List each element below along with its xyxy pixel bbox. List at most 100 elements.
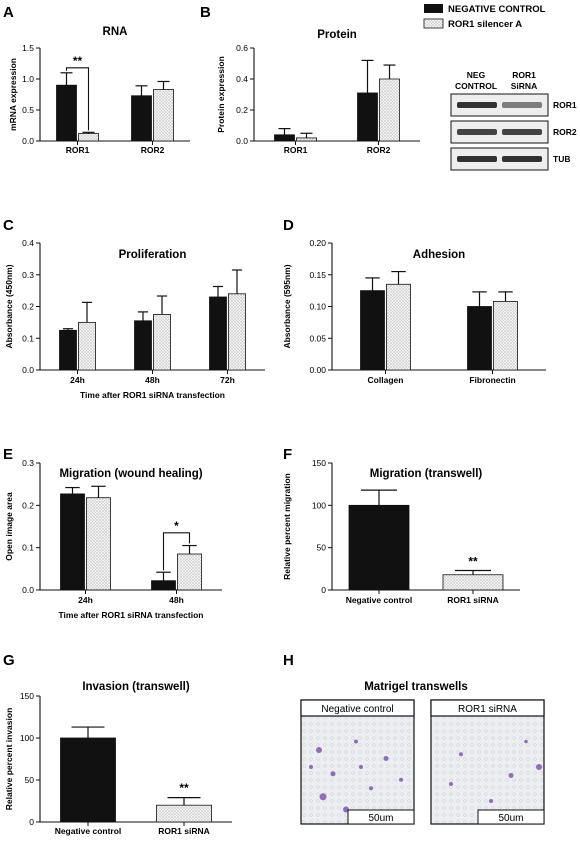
panel-letter-b: B bbox=[200, 4, 211, 21]
stained-cell bbox=[316, 747, 322, 753]
stained-cell bbox=[319, 793, 327, 801]
blot-band bbox=[457, 102, 497, 108]
blot-frame bbox=[450, 147, 549, 171]
bar bbox=[78, 321, 96, 371]
x-tick-label: ROR1 bbox=[66, 145, 90, 155]
y-tick-label: 0.0 bbox=[22, 365, 34, 375]
scalebar-label: 50um bbox=[368, 813, 393, 824]
bar bbox=[296, 137, 317, 142]
x-axis-label: Time after ROR1 siRNA transfection bbox=[80, 390, 225, 400]
stained-cell bbox=[399, 777, 403, 782]
bar bbox=[60, 493, 85, 591]
x-tick-label: 24h bbox=[70, 375, 85, 385]
chart-title: Migration (transwell) bbox=[370, 468, 483, 480]
bar bbox=[228, 293, 246, 371]
significance-mark: ** bbox=[179, 781, 189, 795]
chart-title: Proliferation bbox=[119, 249, 187, 261]
y-tick-label: 100 bbox=[312, 500, 326, 510]
chart-f: Migration (transwell) 0 50 100 150 Relative p… bbox=[282, 458, 520, 605]
bar bbox=[379, 78, 400, 142]
y-tick-label: 0.0 bbox=[236, 136, 248, 146]
bar bbox=[59, 329, 77, 371]
y-tick-label: 0.15 bbox=[309, 270, 326, 280]
bar bbox=[467, 306, 492, 371]
significance-mark: * bbox=[174, 519, 179, 533]
legend-swatch-negative bbox=[424, 4, 443, 13]
bar bbox=[386, 283, 411, 371]
blot-col-label-2a: ROR1 bbox=[512, 70, 536, 80]
x-tick-label: 24h bbox=[78, 595, 93, 605]
bar bbox=[177, 553, 202, 591]
micrograph-frame bbox=[300, 699, 415, 825]
panel-letter-a: A bbox=[3, 4, 14, 21]
panel-letter-d: D bbox=[283, 217, 294, 234]
bar bbox=[156, 804, 212, 823]
stained-cell bbox=[536, 764, 542, 770]
y-tick-label: 150 bbox=[312, 458, 326, 468]
y-tick-label: 0.6 bbox=[236, 43, 248, 53]
y-tick-label: 0.1 bbox=[22, 543, 34, 553]
bar bbox=[86, 497, 111, 591]
bar bbox=[131, 95, 152, 142]
bar bbox=[493, 301, 518, 371]
stained-cell bbox=[383, 756, 389, 761]
panel-letter-e: E bbox=[3, 446, 13, 463]
y-axis-label: mRNA expression bbox=[8, 58, 18, 131]
chart-title: Protein bbox=[317, 29, 357, 41]
y-tick-label: 0.3 bbox=[22, 270, 34, 280]
x-tick-label: 48h bbox=[169, 595, 184, 605]
significance-mark: ** bbox=[73, 54, 83, 68]
legend-label-silencer: ROR1 silencer A bbox=[448, 19, 522, 30]
blot-row-tub: TUB bbox=[450, 147, 570, 171]
x-tick-label: Fibronectin bbox=[469, 375, 515, 385]
chart-title: RNA bbox=[103, 26, 128, 38]
blot-band bbox=[502, 102, 542, 108]
stained-cell bbox=[489, 799, 493, 803]
panel-letter-f: F bbox=[283, 446, 292, 463]
y-tick-label: 0.2 bbox=[236, 105, 248, 115]
blot-col-label-1a: NEG bbox=[467, 70, 486, 80]
y-tick-label: 0.2 bbox=[22, 302, 34, 312]
y-axis-label: Relative percent invasion bbox=[4, 708, 14, 811]
bar bbox=[153, 314, 171, 371]
bar bbox=[348, 504, 410, 591]
y-axis-label: Relative percent migration bbox=[282, 473, 292, 580]
y-tick-label: 1.0 bbox=[22, 74, 34, 84]
y-tick-label: 0.05 bbox=[309, 333, 326, 343]
chart-title: Migration (wound healing) bbox=[59, 468, 202, 480]
bar bbox=[134, 320, 152, 371]
y-tick-label: 150 bbox=[20, 691, 34, 701]
blot-row-label: ROR1 bbox=[553, 100, 577, 110]
scalebar-box bbox=[477, 809, 545, 825]
micrograph-label: Negative control bbox=[321, 704, 393, 715]
x-tick-label: 48h bbox=[145, 375, 160, 385]
matrigel-title: Matrigel transwells bbox=[364, 681, 468, 693]
chart-title: Invasion (transwell) bbox=[82, 681, 190, 693]
y-tick-label: 0 bbox=[29, 817, 34, 827]
blot-frame bbox=[450, 120, 549, 144]
scalebar-box bbox=[347, 809, 415, 825]
x-axis-label: Time after ROR1 siRNA transfection bbox=[58, 610, 203, 620]
y-tick-label: 0.0 bbox=[22, 136, 34, 146]
significance-bracket bbox=[65, 67, 90, 131]
western-blot: NEG CONTROL ROR1 SiRNA ROR1 ROR2 TUB bbox=[450, 70, 577, 171]
y-axis-label: Absorbance (595nm) bbox=[282, 264, 292, 348]
blot-row-label: TUB bbox=[553, 154, 570, 164]
x-tick-label: ROR1 siRNA bbox=[158, 826, 209, 836]
chart-b: Protein 0.0 0.2 0.4 0.6 Protein expression ROR… bbox=[216, 29, 420, 155]
legend-label-negative: NEGATIVE CONTROL bbox=[448, 4, 546, 15]
stained-cell bbox=[359, 765, 363, 769]
bar bbox=[60, 737, 116, 823]
micrograph-2: ROR1 siRNA 50um bbox=[430, 699, 545, 825]
y-tick-label: 0.5 bbox=[22, 105, 34, 115]
chart-d: Adhesion 0.00 0.05 0.10 0.15 0.20 Absorbance (… bbox=[282, 238, 546, 385]
chart-g: Invasion (transwell) 0 50 100 150 Relative pe… bbox=[4, 681, 232, 836]
bar bbox=[274, 134, 295, 142]
stained-cell bbox=[330, 771, 336, 777]
x-tick-label: ROR1 siRNA bbox=[447, 595, 498, 605]
chart-title: Adhesion bbox=[413, 249, 465, 261]
blot-col-label-1b: CONTROL bbox=[455, 81, 497, 91]
x-tick-label: Collagen bbox=[368, 375, 404, 385]
panel-letter-c: C bbox=[3, 217, 14, 234]
